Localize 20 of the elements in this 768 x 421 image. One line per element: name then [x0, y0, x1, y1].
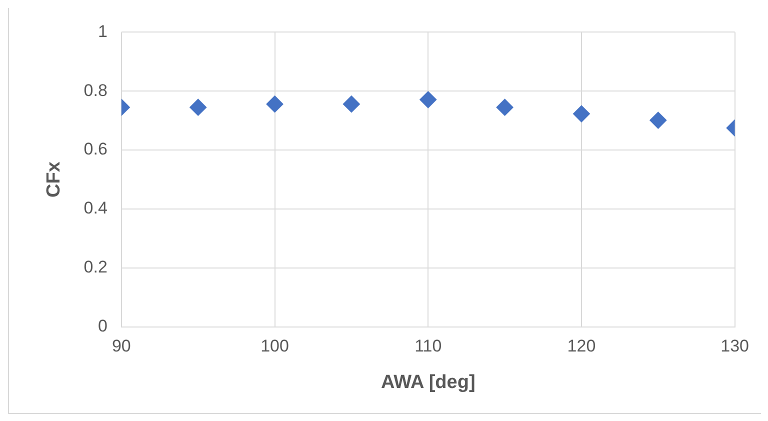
y-axis-title: CFx: [44, 161, 65, 198]
x-tick-label: 110: [414, 336, 442, 356]
point: [266, 96, 284, 113]
y-tick-label: 0.2: [84, 258, 108, 277]
y-tick-label: 0: [98, 316, 108, 336]
y-tick-label: 0.8: [84, 80, 108, 100]
y-tick-label: 0.6: [84, 140, 108, 159]
x-tick-label: 90: [112, 336, 131, 356]
point: [342, 96, 360, 113]
y-tick-label: 1: [98, 22, 108, 41]
x-axis-title: AWA [deg]: [380, 372, 476, 393]
x-tick-label: 130: [720, 336, 750, 356]
point: [572, 105, 590, 122]
point: [190, 98, 207, 116]
x-tick-label: 120: [567, 336, 596, 356]
point: [420, 91, 437, 108]
point: [496, 98, 514, 116]
y-tick-label: 0.4: [84, 198, 108, 218]
x-tick-label: 100: [260, 336, 289, 356]
point: [650, 112, 667, 129]
